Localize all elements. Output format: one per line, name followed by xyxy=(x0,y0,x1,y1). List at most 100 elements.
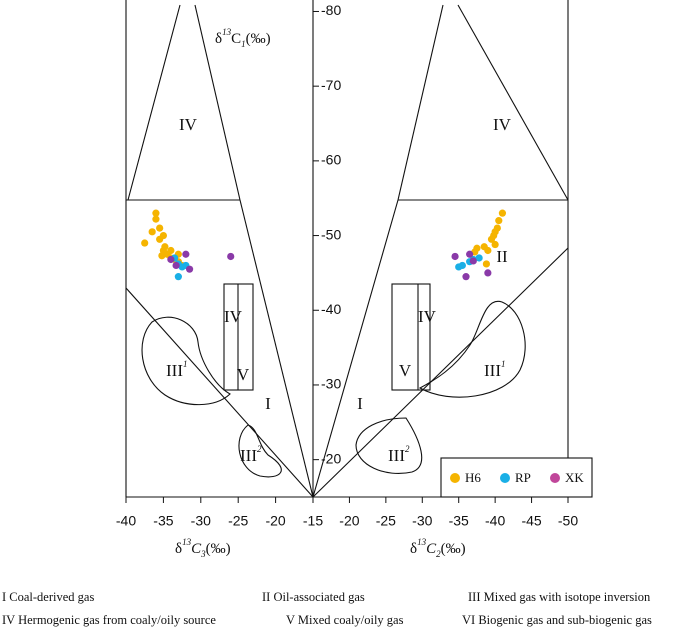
legend-marker xyxy=(500,473,510,483)
regions xyxy=(125,4,569,498)
footnote: III Mixed gas with isotope inversion xyxy=(468,590,651,604)
label-sub: 2 xyxy=(436,549,441,559)
data-point xyxy=(182,250,190,258)
region-line xyxy=(312,199,399,498)
data-point xyxy=(498,209,507,217)
region-label-part: III xyxy=(484,361,501,380)
region-line xyxy=(194,4,241,201)
region-line xyxy=(457,4,569,201)
y-tick-label: -60 xyxy=(321,152,341,168)
footnote: I Coal-derived gas xyxy=(2,590,94,604)
data-point xyxy=(174,273,182,281)
data-point xyxy=(462,273,470,281)
y-axis-label: δ13C1(‰) xyxy=(215,27,271,49)
region-line xyxy=(397,4,444,201)
x-tick-label: -20 xyxy=(265,513,285,529)
data-point xyxy=(148,228,156,236)
data-point xyxy=(167,255,175,264)
data-point xyxy=(158,252,166,260)
data-point xyxy=(469,257,477,265)
label-sup: 13 xyxy=(417,537,427,547)
region-line xyxy=(127,4,181,201)
data-point xyxy=(475,254,483,262)
region-label: III1 xyxy=(484,359,505,380)
x-tick-label: -15 xyxy=(303,513,323,529)
region-label-part: III xyxy=(240,446,257,465)
y-tick-label: -80 xyxy=(321,2,341,18)
data-point xyxy=(484,246,492,255)
region-label: V xyxy=(399,361,412,380)
legend-marker xyxy=(450,473,460,483)
label-sup: 13 xyxy=(222,27,232,37)
y-tick-label: -40 xyxy=(321,301,341,317)
data-point xyxy=(491,240,499,249)
y-tick-label: -50 xyxy=(321,226,341,242)
data-point xyxy=(167,246,175,255)
data-point xyxy=(451,252,459,261)
x-tick-label: -45 xyxy=(521,513,541,529)
legend-label: RP xyxy=(515,470,531,485)
x-tick-label: -50 xyxy=(558,513,578,529)
region-labels: IV IV IV IV V V I I II III1 III2 III1 II… xyxy=(166,115,512,465)
y-tick-label: -30 xyxy=(321,376,341,392)
region-label: II xyxy=(496,247,508,266)
legend-marker xyxy=(550,473,560,483)
data-point xyxy=(172,261,180,270)
x-tick-label: -25 xyxy=(376,513,396,529)
x-tick-label: -20 xyxy=(339,513,359,529)
data-point xyxy=(487,235,496,243)
x-tick-label: -30 xyxy=(191,513,211,529)
footnote: VI Biogenic gas and sub-biogenic gas xyxy=(462,613,652,627)
label-part: C xyxy=(191,541,202,557)
region-label-sup: 1 xyxy=(183,359,188,369)
data-point xyxy=(484,269,492,277)
region-label: III2 xyxy=(388,444,410,465)
region-box xyxy=(391,283,431,391)
x-tick-label: -40 xyxy=(485,513,505,529)
region-label-part: III xyxy=(388,446,405,465)
data-point xyxy=(455,263,463,271)
x-tick-label: -35 xyxy=(153,513,173,529)
data-point xyxy=(466,250,474,258)
label-part: C xyxy=(231,31,241,47)
label-part: C xyxy=(426,541,437,557)
label-part: δ xyxy=(215,31,222,47)
region-blob xyxy=(418,300,526,398)
frame xyxy=(125,0,569,498)
region-label: V xyxy=(237,365,250,384)
legend-box xyxy=(440,457,593,498)
footnote: V Mixed coaly/oily gas xyxy=(286,613,404,627)
label-sub: 3 xyxy=(200,549,206,559)
region-line xyxy=(239,199,314,498)
region-label: I xyxy=(357,394,363,413)
x-tick-label: -30 xyxy=(412,513,432,529)
region-line xyxy=(312,247,569,498)
region-label: IV xyxy=(418,307,437,326)
label-part: δ xyxy=(410,541,417,557)
region-label-sup: 1 xyxy=(501,359,506,369)
region-blob xyxy=(238,424,282,478)
label-sup: 13 xyxy=(182,537,192,547)
label-sub: 1 xyxy=(241,39,246,49)
region-blob xyxy=(355,417,423,474)
region-label-part: III xyxy=(166,361,183,380)
region-line xyxy=(125,287,314,498)
legend-label: H6 xyxy=(465,470,481,485)
region-label: III1 xyxy=(166,359,187,380)
x-tick-label: -40 xyxy=(116,513,136,529)
region-label-sup: 2 xyxy=(405,444,410,454)
label-part: (‰) xyxy=(246,31,271,47)
region-label: IV xyxy=(224,307,243,326)
data-point xyxy=(185,265,194,273)
region-blob xyxy=(141,316,231,406)
data-point xyxy=(227,252,235,261)
region-label: I xyxy=(265,394,271,413)
x-axis-label: δ13C3(‰) xyxy=(175,537,231,559)
label-part: (‰) xyxy=(206,541,231,557)
data-point xyxy=(495,217,503,225)
region-label: III2 xyxy=(240,444,262,465)
label-part: (‰) xyxy=(441,541,466,557)
y-tick-label: -20 xyxy=(321,450,341,466)
region-label-sup: 2 xyxy=(257,444,262,454)
